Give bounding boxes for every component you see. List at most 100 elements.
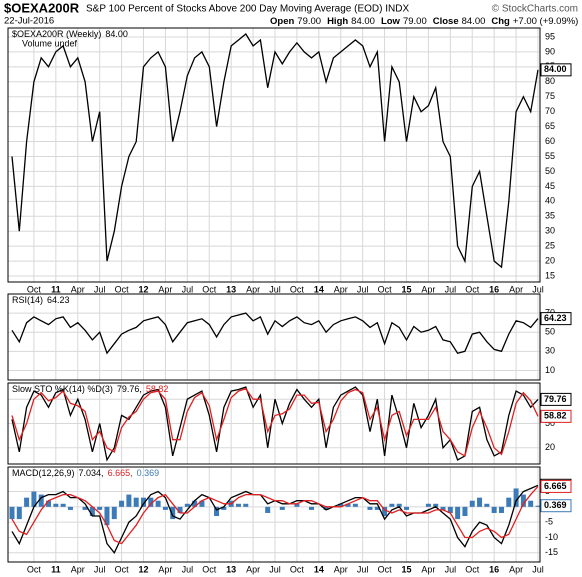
histogram-bar [97,506,103,510]
x-tick-label: Apr [158,284,172,294]
histogram-bar [535,505,541,507]
legend: MACD(12,26,9) 7.034, 6.665, 0.369 [12,468,159,478]
panel-frame [7,27,541,283]
quote-value: 79.00 [297,16,321,27]
y-tick-label: 55 [545,151,555,161]
x-tick-label: 16 [489,284,499,294]
x-tick-label: Jul [445,564,457,574]
value-box [540,479,572,493]
histogram-bar [491,506,497,513]
legend-entry: Slow STO %K(14) %D(3) [12,384,113,394]
legend-entry: 64.23 [47,295,70,305]
histogram-bar [396,503,402,507]
histogram-bar [111,506,117,520]
legend: RSI(14) 64.23 [12,295,70,305]
histogram-bar [82,506,88,510]
value-box [540,409,572,423]
series-line [11,387,539,457]
x-tick-label: Oct [378,284,393,294]
quote-label: Low [381,16,401,27]
histogram-bar [67,506,73,510]
x-tick-label: Apr [246,284,260,294]
x-tick-label: Apr [421,284,435,294]
legend-entry: 79.76, [117,384,142,394]
value-box [540,63,572,77]
x-tick-label: Apr [71,564,85,574]
histogram-bar [141,497,146,507]
x-tick-label: 13 [226,564,236,574]
histogram-bar [484,503,490,507]
histogram-bar [177,506,183,513]
histogram-bar [214,506,220,517]
y-tick-label: -10 [545,532,558,542]
histogram-bar [31,491,37,507]
histogram-bar [9,506,15,520]
legend-entry: 84.00 [105,29,128,39]
x-tick-label: Oct [465,284,480,294]
histogram-bar [170,506,176,520]
x-tick-label: 16 [489,564,499,574]
legend: Slow STO %K(14) %D(3) 79.76, 58.82 [12,384,168,394]
y-tick-label: 25 [545,241,555,251]
x-tick-label: 14 [314,284,324,294]
histogram-bar [469,500,475,507]
quote-value: 79.00 [403,16,427,27]
credit: © StockCharts.com [492,4,578,15]
histogram-bar [184,503,190,507]
quote-value: +7.00 (+9.09%) [513,16,579,27]
x-tick-label: Oct [202,284,217,294]
chart-title: S&P 100 Percent of Stocks Above 200 Day … [86,4,409,15]
value-box [540,312,572,326]
legend-entry: 6.665, [108,468,133,478]
y-tick-label: 70 [545,106,555,116]
quote-label: High [327,16,348,27]
note: Volume undef [22,38,78,48]
histogram-bar [16,506,22,520]
histogram-bar [119,500,125,507]
x-tick-label: Jul [357,284,369,294]
histogram-bar [38,494,44,507]
symbol: $OEXA200R [4,0,80,15]
y-tick-label: 60 [545,136,555,146]
histogram-bar [513,488,519,507]
histogram-bar [221,506,227,510]
value-box-label: 58.82 [544,411,567,421]
histogram-bar [199,500,205,507]
histogram-bar [425,503,431,507]
x-tick-label: Oct [202,564,217,574]
x-tick-label: Jul [269,564,281,574]
series-line [11,33,539,269]
x-tick-label: Jul [182,284,194,294]
value-box-label: 64.23 [544,313,567,323]
histogram-bar [309,506,315,510]
x-tick-label: Apr [334,284,348,294]
histogram-bar [389,503,395,507]
y-tick-label: 35 [545,211,555,221]
x-tick-label: Apr [334,564,348,574]
x-tick-label: Jul [269,284,281,294]
histogram-bar [155,500,161,507]
quote-label: Chg [491,16,510,27]
histogram-bar [345,503,351,507]
y-tick-label: 50 [545,327,555,337]
histogram-bar [60,503,66,507]
value-box-label: 84.00 [544,64,567,74]
legend-entry: MACD(12,26,9) [12,468,75,478]
value-box-label: 6.665 [544,481,567,491]
x-tick-label: Oct [115,284,130,294]
y-tick-label: 10 [545,365,555,375]
y-tick-label: 40 [545,196,555,206]
histogram-bar [455,506,461,520]
quote-label: Close [433,16,459,27]
histogram-bar [265,506,271,513]
x-tick-label: Oct [115,564,130,574]
histogram-bar [498,506,504,513]
y-tick-label: 15 [545,270,555,280]
x-tick-label: Apr [246,564,260,574]
y-tick-label: 80 [545,76,555,86]
histogram-bar [133,497,139,507]
histogram-bar [447,506,453,513]
x-tick-label: Oct [290,284,305,294]
x-tick-label: Jul [94,284,106,294]
